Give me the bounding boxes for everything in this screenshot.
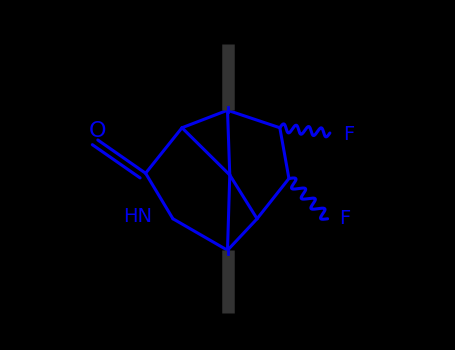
Text: F: F [344,125,355,144]
Text: O: O [89,121,106,141]
Text: HN: HN [123,208,152,226]
Text: F: F [339,209,350,228]
